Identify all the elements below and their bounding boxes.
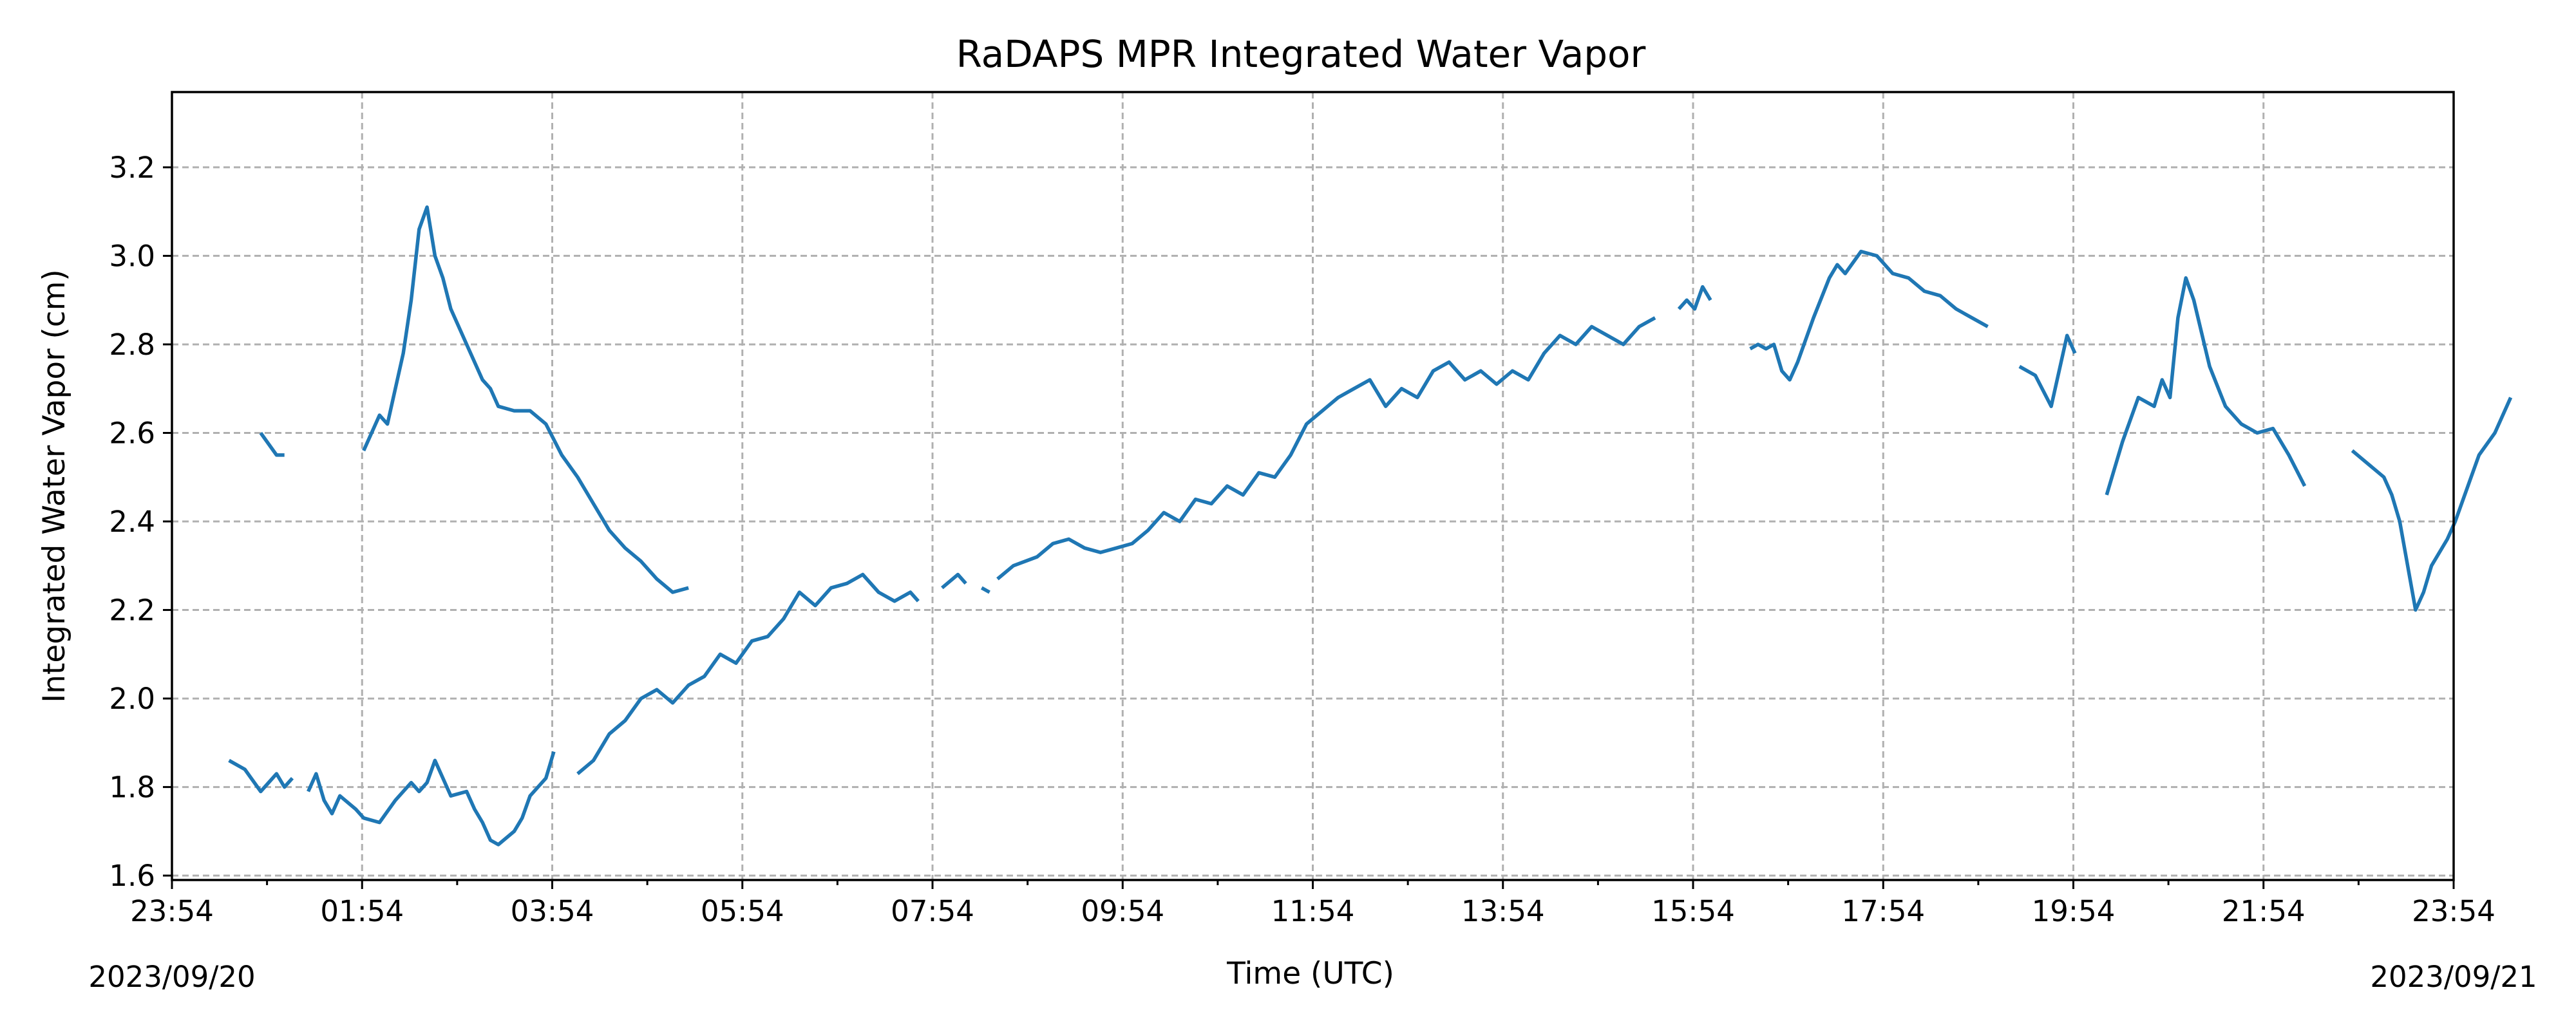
y-tick-label: 2.0 <box>109 682 155 716</box>
series-line-segment <box>576 572 920 776</box>
x-tick-label: 11:54 <box>1271 894 1355 928</box>
x-tick-label: 01:54 <box>320 894 404 928</box>
y-axis-label: Integrated Water Vapor (cm) <box>37 269 72 702</box>
series-line-segment <box>259 431 285 457</box>
x-tick-label: 23:54 <box>130 894 214 928</box>
series-line-segment <box>362 205 689 594</box>
x-tick-label: 15:54 <box>1651 894 1735 928</box>
x-tick-label: 09:54 <box>1081 894 1164 928</box>
x-tick-label: 05:54 <box>701 894 784 928</box>
y-tick-label: 1.6 <box>109 859 155 893</box>
x-tick-label: 23:54 <box>2412 894 2496 928</box>
y-tick-label: 2.8 <box>109 328 155 362</box>
end-date-label: 2023/09/21 <box>2370 960 2537 994</box>
series-line-segment <box>2105 276 2307 496</box>
series-line-segment <box>980 586 990 594</box>
axis-ticks <box>163 166 2455 889</box>
x-tick-label: 03:54 <box>511 894 594 928</box>
series-line-segment <box>1749 249 1989 382</box>
x-tick-label: 21:54 <box>2222 894 2306 928</box>
grid-lines <box>172 92 2454 880</box>
y-tick-label: 2.4 <box>109 505 155 539</box>
series-line-segment <box>2351 397 2513 612</box>
y-tick-label: 2.2 <box>109 594 155 628</box>
series-line-segment <box>2018 333 2077 408</box>
series-layer <box>228 205 2513 847</box>
y-tick-label: 1.8 <box>109 771 155 805</box>
x-axis-label: Time (UTC) <box>1226 956 1394 991</box>
x-tick-label: 17:54 <box>1841 894 1925 928</box>
series-line-segment <box>941 572 967 590</box>
x-tick-label: 19:54 <box>2032 894 2116 928</box>
y-tick-label: 2.6 <box>109 416 155 450</box>
x-tick-label: 13:54 <box>1461 894 1545 928</box>
tick-labels: 23:54 01:54 03:54 05:54 07:54 09:54 11:54 13:54… <box>109 151 2495 928</box>
series-line-segment <box>307 751 556 847</box>
y-tick-label: 3.2 <box>109 151 155 185</box>
chart-title: RaDAPS MPR Integrated Water Vapor <box>956 32 1646 76</box>
start-date-label: 2023/09/20 <box>88 960 255 994</box>
y-tick-label: 3.0 <box>109 239 155 273</box>
x-tick-label: 07:54 <box>891 894 974 928</box>
series-line-segment <box>1677 285 1712 311</box>
series-line-segment <box>996 316 1656 581</box>
series-line-segment <box>228 758 294 794</box>
